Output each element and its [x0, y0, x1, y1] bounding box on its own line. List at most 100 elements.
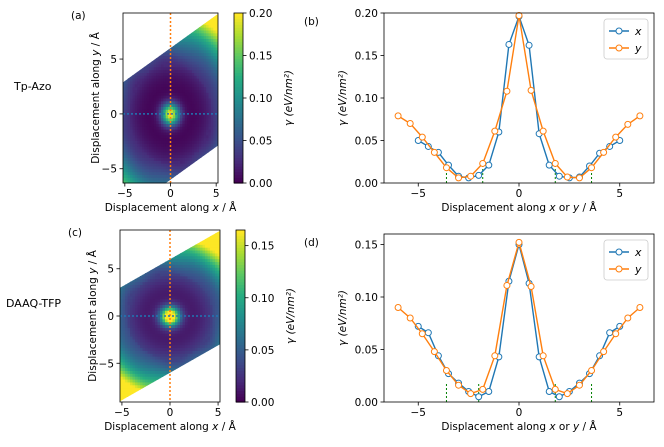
heatmap-cell [190, 324, 193, 328]
heatmap-cell [203, 115, 207, 119]
heatmap-cell [132, 281, 136, 285]
heatmap-cell [190, 376, 193, 380]
heatmap-cell [208, 21, 212, 25]
heatmap-cell [152, 333, 156, 337]
heatmap-cell [140, 290, 143, 294]
heatmap-cell [212, 364, 216, 369]
point-x [606, 142, 614, 150]
heatmap-cell [160, 396, 163, 400]
heatmap-cell [170, 327, 173, 331]
heatmap-cell [215, 324, 218, 328]
heatmap-cell [182, 15, 186, 20]
heatmap-cell [146, 72, 150, 76]
heatmap-cell [137, 137, 141, 141]
heatmap-cell [205, 250, 208, 254]
heatmap-cell [206, 160, 209, 164]
heatmap-cell [212, 373, 216, 377]
heatmap-cell [177, 264, 181, 268]
heatmap-cell [212, 250, 216, 254]
heatmap-cell [177, 18, 181, 22]
heatmap-cell [125, 278, 128, 283]
heatmap-cell [162, 318, 166, 323]
heatmap-cell [170, 49, 174, 54]
heatmap-cell [217, 255, 220, 260]
heatmap-cell [132, 252, 136, 257]
heatmap-cell [144, 171, 148, 175]
heatmap-cell [207, 381, 211, 386]
heatmap-cell [213, 58, 217, 62]
heatmap-cell [153, 24, 157, 28]
heatmap-cell [207, 376, 211, 380]
heatmap-cell [157, 344, 161, 349]
heatmap-cell [175, 92, 179, 96]
heatmap-cell [175, 384, 178, 389]
heatmap-cell [144, 89, 148, 93]
heatmap-cell [180, 174, 183, 178]
heatmap-cell [213, 140, 217, 144]
heatmap-cell [130, 344, 133, 349]
heatmap-cell [190, 298, 193, 303]
heatmap-cell [205, 284, 208, 288]
heatmap-cell [189, 95, 193, 99]
colorbar-cell [234, 109, 243, 113]
heatmap-cell [192, 361, 196, 366]
heatmap-cell [192, 270, 196, 274]
heatmap-cell [146, 58, 150, 62]
heatmap-cell [137, 149, 141, 153]
heatmap-cell [205, 290, 208, 294]
heatmap-cell [213, 98, 217, 102]
heatmap-cell [163, 83, 167, 88]
heatmap-cell [163, 140, 167, 144]
heatmap-cell [160, 384, 163, 389]
heatmap-cell [147, 361, 151, 366]
heatmap-cell [150, 370, 153, 374]
heatmap-cell [187, 261, 191, 265]
heatmap-cell [215, 258, 218, 263]
heatmap-cell [130, 327, 133, 331]
heatmap-cell [215, 261, 218, 265]
heatmap-cell [127, 373, 131, 377]
heatmap-cell [158, 66, 162, 71]
heatmap-cell [130, 95, 133, 99]
heatmap-cell [139, 13, 143, 17]
heatmap-cell [205, 381, 208, 386]
heatmap-cell [127, 379, 131, 383]
heatmap-cell [194, 115, 198, 119]
heatmap-cell [125, 157, 129, 161]
heatmap-cell [196, 129, 200, 133]
heatmap-cell [127, 13, 131, 17]
x-axis-label: Displacement along x / Å [104, 420, 236, 433]
heatmap-cell [180, 66, 183, 71]
heatmap-cell [184, 160, 188, 164]
heatmap-cell [127, 64, 131, 68]
heatmap-cell [210, 379, 213, 383]
heatmap-cell [132, 137, 136, 141]
heatmap-cell [172, 75, 176, 79]
heatmap-cell [165, 275, 168, 280]
heatmap-cell [120, 336, 123, 340]
heatmap-cell [151, 137, 155, 141]
heatmap-cell [163, 41, 167, 45]
heatmap-cell [139, 149, 143, 153]
heatmap-cell [147, 350, 151, 354]
heatmap-cell [161, 146, 164, 150]
heatmap-cell [137, 180, 141, 184]
heatmap-cell [215, 310, 218, 314]
heatmap-cell [184, 129, 188, 133]
heatmap-cell [130, 310, 133, 314]
heatmap-cell [189, 151, 193, 156]
heatmap-cell [147, 278, 151, 283]
heatmap-cell [172, 267, 176, 271]
heatmap-cell [145, 290, 148, 294]
heatmap-cell [125, 61, 129, 65]
heatmap-cell [161, 64, 164, 68]
heatmap-cell [163, 30, 167, 34]
heatmap-cell [147, 370, 151, 374]
heatmap-cell [180, 177, 183, 181]
heatmap-cell [215, 244, 218, 248]
heatmap-cell [212, 344, 216, 349]
heatmap-cell [161, 75, 164, 79]
heatmap-cell [127, 261, 131, 265]
heatmap-cell [132, 384, 136, 389]
heatmap-cell [190, 350, 193, 354]
